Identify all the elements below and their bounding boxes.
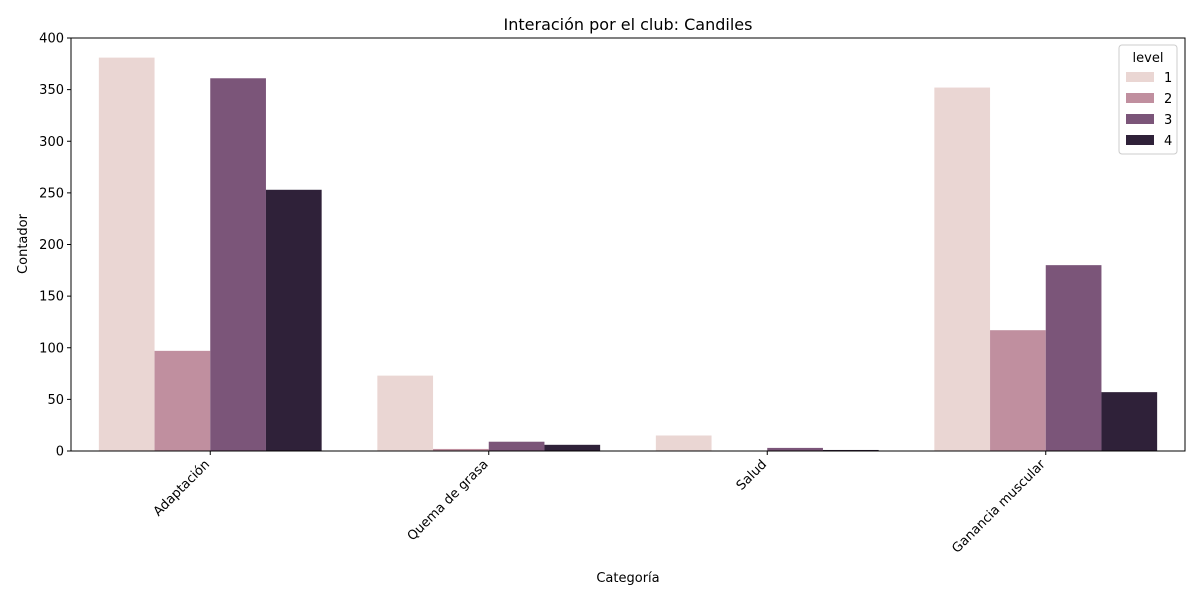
- bar-level-1-cat-1: [377, 375, 434, 451]
- y-axis-label: Contador: [16, 213, 31, 274]
- bar-level-3-cat-3: [1045, 265, 1102, 451]
- x-tick-label: Salud: [734, 457, 770, 493]
- bar-level-2-cat-0: [154, 350, 211, 451]
- legend-label-3: 3: [1164, 113, 1172, 128]
- legend-swatch-1: [1126, 72, 1154, 82]
- legend-label-4: 4: [1164, 134, 1172, 149]
- x-axis-label: Categoría: [596, 571, 659, 586]
- bar-level-3-cat-0: [210, 78, 266, 452]
- y-tick-label: 200: [39, 238, 64, 253]
- y-tick-label: 250: [39, 186, 64, 201]
- legend-label-2: 2: [1164, 92, 1172, 107]
- legend-swatch-2: [1126, 93, 1154, 103]
- legend-swatch-3: [1126, 114, 1154, 124]
- x-tick-label: Ganancia muscular: [949, 457, 1049, 557]
- x-tick-label: Quema de grasa: [405, 457, 492, 544]
- bar-level-3-cat-1: [488, 441, 545, 451]
- bar-level-4-cat-0: [265, 189, 322, 451]
- y-tick-label: 300: [39, 135, 64, 150]
- bar-level-2-cat-3: [990, 330, 1046, 451]
- bar-level-1-cat-2: [655, 435, 712, 451]
- y-tick-label: 100: [39, 341, 64, 356]
- legend-swatch-4: [1126, 135, 1154, 145]
- bar-level-4-cat-1: [544, 444, 601, 451]
- plot-area: 0 50 100 150 200 250 300 350 400 Adaptación Quema …: [39, 32, 1186, 557]
- y-tick-label: 0: [56, 445, 64, 460]
- y-tick-label: 150: [39, 290, 64, 305]
- bar-level-2-cat-1: [433, 448, 489, 451]
- y-tick-label: 350: [39, 83, 64, 98]
- bar-level-3-cat-2: [767, 447, 823, 451]
- bar-level-1-cat-0: [98, 57, 155, 452]
- bar-level-1-cat-3: [934, 87, 991, 451]
- y-tick-label: 400: [39, 32, 64, 47]
- legend-label-1: 1: [1164, 71, 1172, 86]
- x-tick-label: Adaptación: [151, 457, 213, 519]
- bar-level-4-cat-3: [1101, 392, 1158, 451]
- y-tick-label: 50: [47, 393, 64, 408]
- bar-level-4-cat-2: [822, 449, 879, 451]
- legend-title: level: [1133, 51, 1164, 66]
- chart-title: Interación por el club: Candiles: [504, 15, 753, 34]
